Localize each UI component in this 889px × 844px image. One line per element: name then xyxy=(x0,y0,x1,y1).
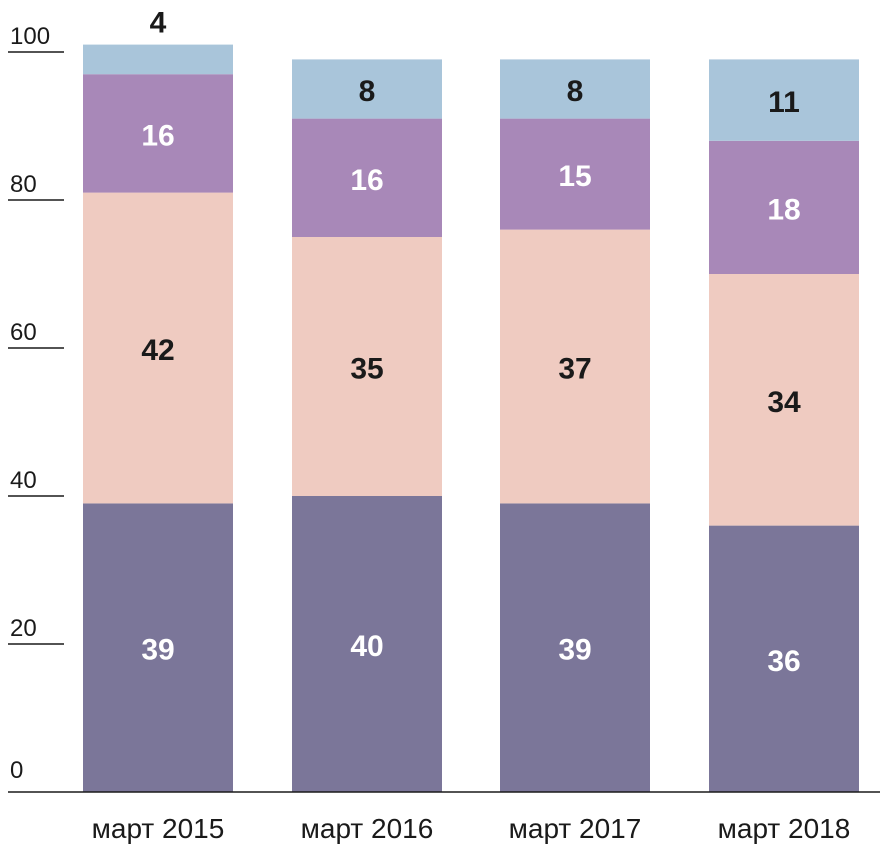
data-label: 36 xyxy=(767,645,800,678)
x-tick-label: март 2016 xyxy=(301,813,434,844)
data-label: 8 xyxy=(359,75,376,108)
x-axis: март 2015 март 2016 март 2017 март 2018 xyxy=(92,813,851,844)
y-tick-label: 0 xyxy=(10,757,23,784)
data-label: 16 xyxy=(350,164,383,197)
data-label: 15 xyxy=(558,160,591,193)
data-label: 34 xyxy=(767,386,801,419)
x-tick-label: март 2017 xyxy=(509,813,642,844)
data-label: 39 xyxy=(141,634,174,667)
y-tick-label: 80 xyxy=(10,171,37,198)
data-label: 37 xyxy=(558,353,591,386)
data-label: 4 xyxy=(150,7,167,40)
y-tick-label: 20 xyxy=(10,615,37,642)
x-tick-label: март 2018 xyxy=(718,813,851,844)
data-label: 11 xyxy=(768,86,800,119)
bars-layer: 39 42 16 4 40 35 16 8 39 37 15 8 36 34 18 11 xyxy=(83,7,859,792)
bar-segment xyxy=(83,45,233,75)
data-label: 42 xyxy=(141,334,174,367)
y-axis: 0 20 40 60 80 100 xyxy=(8,23,64,784)
data-label: 35 xyxy=(350,353,383,386)
data-label: 16 xyxy=(141,119,174,152)
data-label: 39 xyxy=(558,634,591,667)
data-label: 40 xyxy=(350,630,383,663)
y-tick-label: 60 xyxy=(10,319,37,346)
x-tick-label: март 2015 xyxy=(92,813,225,844)
data-label: 18 xyxy=(767,193,800,226)
y-tick-label: 40 xyxy=(10,467,37,494)
y-tick-label: 100 xyxy=(10,23,50,50)
data-label: 8 xyxy=(567,75,584,108)
